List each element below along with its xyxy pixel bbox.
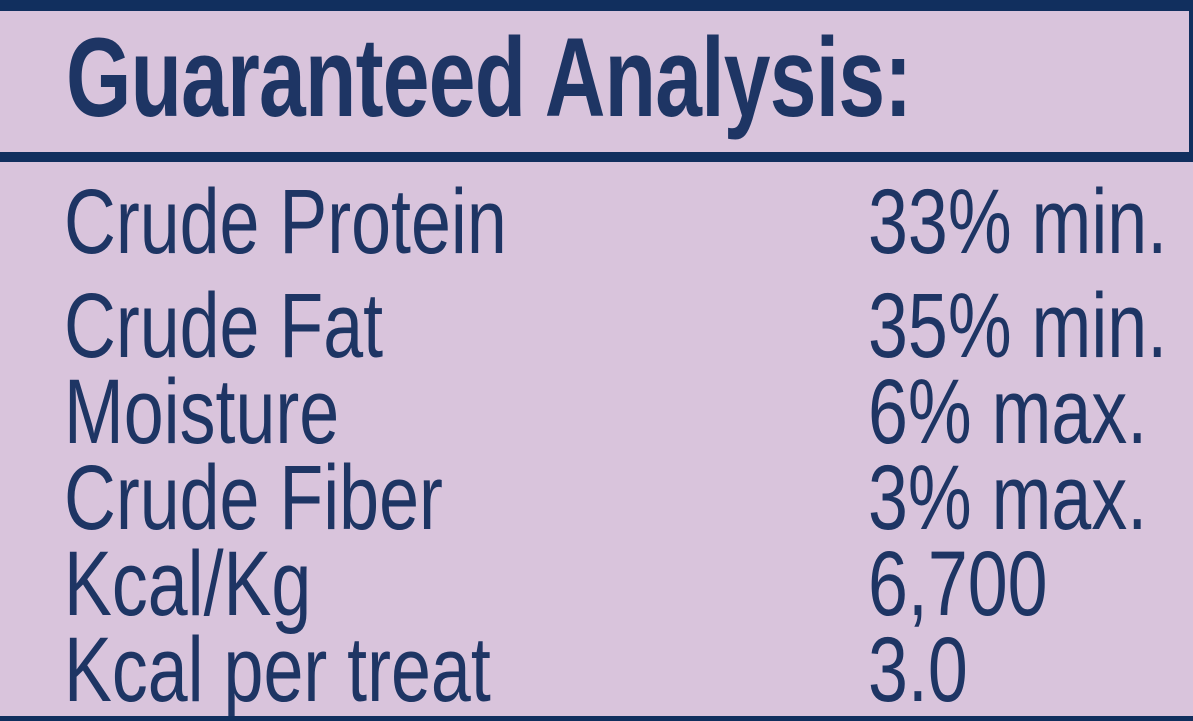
analysis-row-kcal-per-treat: Kcal per treat 3.0 bbox=[0, 619, 1193, 721]
analysis-row-crude-fiber: Crude Fiber 3% max. bbox=[0, 447, 1193, 549]
nutrient-name: Moisture bbox=[64, 361, 340, 463]
panel-title: Guaranteed Analysis: bbox=[66, 22, 1193, 134]
top-border-bar bbox=[0, 0, 1193, 11]
analysis-row-crude-fat: Crude Fat 35% min. bbox=[0, 275, 1193, 377]
title-divider-rule bbox=[0, 152, 1193, 162]
nutrient-name: Kcal/Kg bbox=[64, 533, 312, 635]
nutrient-value: 6% max. bbox=[868, 361, 1148, 463]
bottom-border-bar bbox=[0, 716, 1193, 721]
analysis-row-crude-protein: Crude Protein 33% min. bbox=[0, 171, 1193, 273]
analysis-row-kcal-per-kg: Kcal/Kg 6,700 bbox=[0, 533, 1193, 635]
nutrient-value: 3.0 bbox=[868, 619, 968, 721]
nutrient-value: 35% min. bbox=[868, 275, 1168, 377]
nutrient-name: Crude Fiber bbox=[64, 447, 443, 549]
nutrient-value: 6,700 bbox=[868, 533, 1048, 635]
nutrient-name: Crude Protein bbox=[64, 171, 507, 273]
analysis-rows: Crude Protein 33% min. Crude Fat 35% min… bbox=[0, 163, 1193, 721]
nutrient-name: Crude Fat bbox=[64, 275, 384, 377]
nutrient-value: 3% max. bbox=[868, 447, 1148, 549]
nutrient-name: Kcal per treat bbox=[64, 619, 491, 721]
analysis-row-moisture: Moisture 6% max. bbox=[0, 361, 1193, 463]
nutrient-value: 33% min. bbox=[868, 171, 1168, 273]
right-edge-line bbox=[1189, 0, 1193, 162]
panel-title-text: Guaranteed Analysis: bbox=[66, 15, 912, 140]
